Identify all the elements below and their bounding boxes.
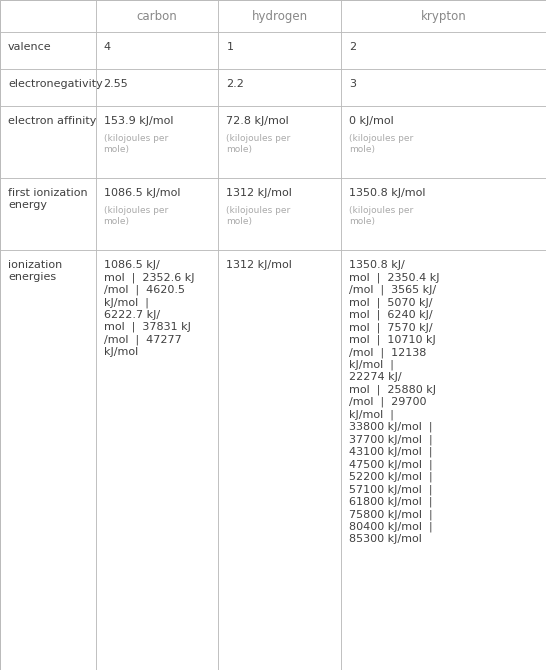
- Bar: [96, 250, 218, 670]
- Text: valence: valence: [8, 42, 52, 52]
- Bar: [0, 0, 96, 32]
- Bar: [341, 250, 546, 670]
- Text: 1350.8 kJ/
mol  |  2350.4 kJ
/mol  |  3565 kJ/
mol  |  5070 kJ/
mol  |  6240 kJ/: 1350.8 kJ/ mol | 2350.4 kJ /mol | 3565 k…: [349, 260, 440, 544]
- Bar: [341, 69, 546, 106]
- Text: 1086.5 kJ/mol: 1086.5 kJ/mol: [104, 188, 180, 198]
- Text: 4: 4: [104, 42, 111, 52]
- Text: 2: 2: [349, 42, 357, 52]
- Bar: [218, 0, 341, 32]
- Bar: [0, 178, 96, 250]
- Text: 1312 kJ/mol: 1312 kJ/mol: [227, 188, 292, 198]
- Text: ionization
energies: ionization energies: [8, 260, 62, 281]
- Bar: [0, 69, 96, 106]
- Bar: [218, 250, 341, 670]
- Text: carbon: carbon: [136, 9, 177, 23]
- Text: 3: 3: [349, 79, 356, 89]
- Text: 153.9 kJ/mol: 153.9 kJ/mol: [104, 116, 173, 126]
- Text: 1312 kJ/mol: 1312 kJ/mol: [227, 260, 292, 270]
- Bar: [218, 69, 341, 106]
- Text: (kilojoules per
mole): (kilojoules per mole): [104, 206, 168, 226]
- Bar: [96, 106, 218, 178]
- Bar: [96, 69, 218, 106]
- Bar: [341, 178, 546, 250]
- Text: (kilojoules per
mole): (kilojoules per mole): [349, 133, 413, 153]
- Bar: [341, 32, 546, 69]
- Bar: [0, 32, 96, 69]
- Text: (kilojoules per
mole): (kilojoules per mole): [227, 133, 290, 153]
- Bar: [96, 178, 218, 250]
- Text: 0 kJ/mol: 0 kJ/mol: [349, 116, 394, 126]
- Text: 1086.5 kJ/
mol  |  2352.6 kJ
/mol  |  4620.5
kJ/mol  |
6222.7 kJ/
mol  |  37831 : 1086.5 kJ/ mol | 2352.6 kJ /mol | 4620.5…: [104, 260, 194, 356]
- Text: 72.8 kJ/mol: 72.8 kJ/mol: [227, 116, 289, 126]
- Bar: [96, 0, 218, 32]
- Text: hydrogen: hydrogen: [252, 9, 308, 23]
- Text: (kilojoules per
mole): (kilojoules per mole): [349, 206, 413, 226]
- Bar: [218, 106, 341, 178]
- Text: 1: 1: [227, 42, 233, 52]
- Bar: [96, 32, 218, 69]
- Bar: [218, 178, 341, 250]
- Text: (kilojoules per
mole): (kilojoules per mole): [227, 206, 290, 226]
- Bar: [218, 32, 341, 69]
- Text: first ionization
energy: first ionization energy: [8, 188, 87, 210]
- Text: krypton: krypton: [421, 9, 466, 23]
- Text: electron affinity: electron affinity: [8, 116, 97, 126]
- Bar: [0, 250, 96, 670]
- Text: 2.55: 2.55: [104, 79, 128, 89]
- Text: 2.2: 2.2: [227, 79, 244, 89]
- Text: 1350.8 kJ/mol: 1350.8 kJ/mol: [349, 188, 426, 198]
- Bar: [341, 106, 546, 178]
- Text: electronegativity: electronegativity: [8, 79, 103, 89]
- Text: (kilojoules per
mole): (kilojoules per mole): [104, 133, 168, 153]
- Bar: [341, 0, 546, 32]
- Bar: [0, 106, 96, 178]
